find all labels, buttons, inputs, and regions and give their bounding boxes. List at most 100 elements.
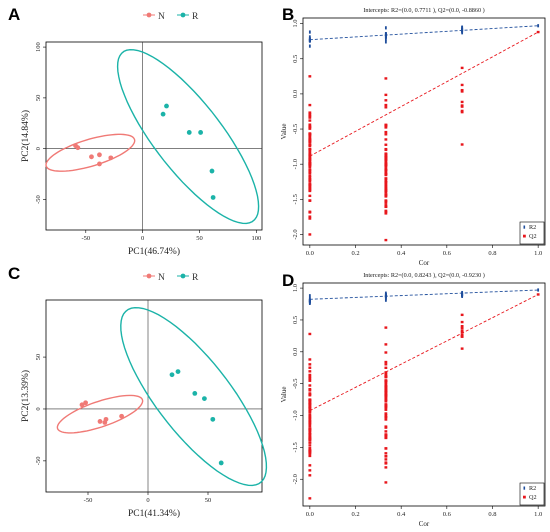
permutation-point-Q2	[384, 434, 388, 438]
permutation-point-R2	[308, 44, 311, 48]
permutation-point-Q2	[384, 156, 388, 159]
y-tick-label-D: 0.5	[292, 316, 299, 324]
data-point-N	[108, 155, 114, 161]
permutation-point-Q2	[308, 414, 312, 418]
permutation-point-Q2	[308, 406, 312, 410]
permutation-point-Q2	[384, 387, 388, 391]
x-axis-label-D: Cor	[419, 520, 430, 528]
plot-title-D: Intercepts: R2=(0.0, 0.8243 ), Q2=(0.0, …	[363, 272, 485, 279]
y-tick-label-B: -2.0	[292, 229, 299, 239]
permutation-point-Q2	[308, 497, 312, 500]
permutation-point-Q2	[384, 183, 388, 186]
permutation-point-Q2	[384, 360, 388, 364]
permutation-point-Q2	[384, 398, 388, 401]
confidence-ellipse-R	[120, 306, 268, 487]
permutation-point-Q2	[308, 139, 312, 143]
legend-label-Q2: Q2	[529, 233, 537, 240]
permutation-point-Q2	[308, 370, 312, 373]
permutation-point-Q2	[308, 410, 312, 414]
plot-frame-C	[45, 299, 263, 493]
permutation-point-Q2	[384, 408, 388, 411]
regression-line-R2	[309, 289, 539, 300]
permutation-point-Q2	[308, 138, 312, 141]
permutation-point-Q2	[308, 449, 312, 452]
permutation-point-Q2	[384, 199, 388, 202]
permutation-point-Q2	[384, 412, 388, 415]
permutation-point-Q2	[308, 438, 312, 442]
permutation-point-Q2	[308, 387, 312, 391]
permutation-point-Q2	[308, 180, 312, 183]
permutation-point-R2	[384, 35, 387, 39]
permutation-point-Q2	[460, 88, 464, 92]
y-tick-label-C: -50	[35, 457, 42, 466]
permutation-point-Q2	[308, 454, 312, 458]
permutation-point-Q2	[384, 212, 388, 215]
permutation-point-Q2	[308, 434, 312, 438]
permutation-point-R2	[308, 39, 311, 43]
regression-line-R2	[309, 25, 539, 41]
permutation-point-Q2	[308, 373, 312, 377]
x-tick-label-B: 0.0	[306, 250, 314, 257]
permutation-point-Q2	[384, 184, 388, 187]
legend-marker-R	[180, 273, 186, 279]
permutation-point-Q2	[384, 154, 388, 157]
permutation-point-Q2	[308, 452, 312, 455]
x-axis-label-A: PC1(46.74%)	[128, 246, 180, 257]
x-axis-label-B: Cor	[419, 259, 430, 267]
permutation-point-R2	[308, 35, 311, 39]
permutation-point-Q2	[384, 343, 388, 346]
confidence-ellipse-N	[56, 394, 144, 434]
permutation-point-Q2	[308, 157, 312, 160]
permutation-point-Q2	[384, 403, 388, 407]
x-tick-label-D: 0.8	[488, 511, 496, 518]
y-tick-label-D: 1.0	[292, 284, 299, 292]
permutation-point-Q2	[308, 416, 312, 419]
permutation-point-Q2	[384, 195, 388, 198]
data-point-R	[202, 396, 207, 401]
permutation-point-Q2	[308, 116, 312, 119]
permutation-point-Q2	[384, 130, 388, 134]
permutation-point-Q2	[384, 413, 388, 417]
permutation-point-Q2	[308, 413, 312, 416]
permutation-point-Q2	[308, 419, 312, 422]
data-point-R	[209, 168, 215, 174]
permutation-point-Q2	[308, 398, 312, 402]
permutation-point-Q2	[384, 205, 388, 209]
permutation-point-Q2	[308, 431, 312, 434]
permutation-point-Q2	[308, 444, 312, 447]
permutation-point-Q2	[384, 190, 388, 194]
permutation-point-Q2	[384, 455, 388, 458]
y-tick-label-D: -1.0	[292, 410, 299, 420]
legend-marker-R2	[523, 225, 526, 229]
permutation-point-Q2	[308, 427, 312, 430]
panel-letter-B: B	[282, 5, 294, 24]
legend-label-R: R	[192, 12, 199, 22]
permutation-point-Q2	[384, 363, 388, 366]
permutation-point-Q2	[308, 165, 312, 169]
regression-line-Q2	[309, 31, 539, 157]
permutation-point-Q2	[460, 90, 464, 93]
permutation-point-R2	[308, 37, 311, 41]
permutation-point-Q2	[308, 424, 312, 428]
permutation-point-Q2	[384, 385, 388, 388]
permutation-point-Q2	[384, 351, 388, 354]
panel-letter-D: D	[282, 271, 294, 290]
legend-marker-Q2	[523, 234, 526, 238]
permutation-point-Q2	[308, 215, 312, 218]
data-point-N	[75, 145, 81, 151]
y-tick-label-D: 0.0	[292, 348, 299, 356]
permutation-point-R2	[461, 27, 464, 31]
permutation-point-Q2	[308, 210, 312, 213]
confidence-ellipse-R	[116, 48, 260, 225]
permutation-point-Q2	[384, 204, 388, 207]
data-point-R	[169, 372, 175, 378]
permutation-point-Q2	[384, 447, 388, 450]
permutation-point-Q2	[384, 201, 388, 204]
permutation-point-Q2	[308, 164, 312, 167]
permutation-point-Q2	[308, 392, 312, 395]
permutation-point-Q2	[308, 194, 312, 198]
x-tick-label-B: 0.6	[443, 250, 452, 257]
legend-box-B	[519, 221, 545, 245]
data-point-N	[97, 161, 102, 167]
permutation-point-R2	[384, 40, 387, 44]
